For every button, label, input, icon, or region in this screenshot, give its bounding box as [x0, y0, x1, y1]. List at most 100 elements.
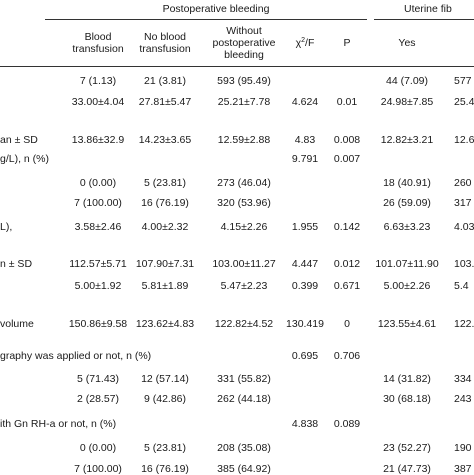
cell-c3: 320 (53.96)	[217, 197, 271, 209]
cell-label: volume	[0, 318, 34, 330]
header-bottom-rule	[0, 66, 474, 67]
cell-last: 577	[454, 75, 472, 87]
cell-label: an ± SD	[0, 134, 38, 146]
cell-c3: 262 (44.18)	[217, 393, 271, 405]
group-underline-postoperative	[45, 19, 367, 20]
cell-last: 5.4	[454, 280, 469, 292]
cell-c3: 593 (95.49)	[217, 75, 271, 87]
cell-c1: 112.57±5.71	[69, 258, 127, 270]
cell-last: 103.	[454, 258, 474, 270]
cell-last: 25.4	[454, 96, 474, 108]
col-header-blood-transfusion-l2: transfusion	[72, 43, 124, 55]
cell-c1: 13.86±32.9	[71, 134, 125, 146]
cell-p: 0.01	[336, 96, 358, 108]
col-header-chi-square-f: χ2/F	[295, 37, 315, 49]
cell-c2: 21 (3.81)	[143, 75, 187, 87]
col-header-no-blood-transfusion-l2: transfusion	[139, 43, 191, 55]
cell-c3: 331 (55.82)	[217, 373, 271, 385]
cell-p: 0.142	[333, 221, 361, 233]
col-header-without-l1: Without	[226, 25, 262, 37]
cell-p: 0.012	[333, 258, 361, 270]
cell-yes: 101.07±11.90	[375, 258, 439, 270]
cell-chi: 0.399	[291, 280, 319, 292]
cell-chi: 9.791	[291, 153, 319, 165]
cell-c3: 25.21±7.78	[217, 96, 271, 108]
cell-c1: 7 (100.00)	[74, 197, 122, 209]
cell-c3: 5.47±2.23	[220, 280, 268, 292]
cell-chi: 1.955	[291, 221, 319, 233]
cell-yes: 24.98±7.85	[380, 96, 434, 108]
cell-c2: 5 (23.81)	[143, 442, 187, 454]
cell-chi: 130.419	[286, 318, 324, 330]
cell-c3: 103.00±11.27	[212, 258, 276, 270]
cell-c2: 5.81±1.89	[141, 280, 189, 292]
col-header-no-blood-transfusion-l1: No blood	[143, 31, 187, 43]
cell-c2: 14.23±3.65	[138, 134, 192, 146]
cell-c2: 123.62±4.83	[135, 318, 195, 330]
cell-c2: 9 (42.86)	[143, 393, 187, 405]
cell-yes: 12.82±3.21	[380, 134, 434, 146]
cell-c1: 2 (28.57)	[76, 393, 120, 405]
group-header-postoperative-bleeding: Postoperative bleeding	[162, 3, 270, 15]
cell-c2: 5 (23.81)	[143, 177, 187, 189]
cell-c1: 7 (100.00)	[74, 463, 122, 475]
col-header-yes: Yes	[398, 37, 416, 49]
cell-c1: 5.00±1.92	[74, 280, 122, 292]
cell-label: L),	[0, 221, 13, 233]
cell-c2: 107.90±7.31	[135, 258, 195, 270]
cell-yes: 21 (47.73)	[383, 463, 431, 475]
cell-yes: 23 (52.27)	[383, 442, 431, 454]
cell-label: n ± SD	[0, 258, 33, 270]
cell-yes: 18 (40.91)	[383, 177, 431, 189]
cell-chi: 4.447	[291, 258, 319, 270]
cell-c3: 273 (46.04)	[217, 177, 271, 189]
cell-c2: 4.00±2.32	[141, 221, 189, 233]
cell-last: 190	[454, 442, 472, 454]
cell-last: 317	[454, 197, 472, 209]
cell-chi: 4.838	[291, 418, 319, 430]
cell-label: g/L), n (%)	[0, 153, 50, 165]
cell-last: 260	[454, 177, 472, 189]
cell-p: 0.671	[333, 280, 361, 292]
cell-c3: 4.15±2.26	[220, 221, 268, 233]
cell-label: graphy was applied or not, n (%)	[0, 350, 152, 362]
cell-last: 334	[454, 373, 472, 385]
group-underline-uterine	[374, 19, 474, 20]
cell-c1: 3.58±2.46	[74, 221, 122, 233]
cell-last: 12.6	[454, 134, 474, 146]
cell-c1: 0 (0.00)	[79, 177, 117, 189]
cell-last: 4.03	[454, 221, 474, 233]
cell-c1: 5 (71.43)	[76, 373, 120, 385]
cell-c3: 208 (35.08)	[217, 442, 271, 454]
col-header-without-l3: bleeding	[224, 49, 264, 61]
cell-p: 0.008	[333, 134, 361, 146]
cell-c1: 150.86±9.58	[68, 318, 128, 330]
col-header-p: P	[343, 37, 351, 49]
cell-c3: 385 (64.92)	[217, 463, 271, 475]
cell-yes: 6.63±3.23	[383, 221, 431, 233]
cell-chi: 4.83	[294, 134, 316, 146]
cell-c2: 27.81±5.47	[138, 96, 192, 108]
cell-c1: 7 (1.13)	[79, 75, 117, 87]
cell-last: 122.9	[454, 318, 474, 330]
cell-chi: 0.695	[291, 350, 319, 362]
cell-c3: 122.82±4.52	[214, 318, 274, 330]
cell-last: 387	[454, 463, 472, 475]
group-header-uterine-fibroid: Uterine fib	[404, 3, 452, 15]
cell-p: 0.089	[333, 418, 361, 430]
cell-c2: 12 (57.14)	[141, 373, 189, 385]
cell-yes: 30 (68.18)	[383, 393, 431, 405]
cell-c3: 12.59±2.88	[217, 134, 271, 146]
cell-p: 0.706	[333, 350, 361, 362]
col-header-blood-transfusion-l1: Blood	[84, 31, 112, 43]
cell-p: 0.007	[333, 153, 361, 165]
cell-yes: 26 (59.09)	[383, 197, 431, 209]
cell-c2: 16 (76.19)	[141, 197, 189, 209]
cell-chi: 4.624	[291, 96, 319, 108]
cell-c1: 0 (0.00)	[79, 442, 117, 454]
cell-last: 243	[454, 393, 472, 405]
cell-yes: 14 (31.82)	[383, 373, 431, 385]
cell-p: 0	[344, 318, 350, 330]
cell-yes: 44 (7.09)	[385, 75, 429, 87]
cell-yes: 5.00±2.26	[383, 280, 431, 292]
